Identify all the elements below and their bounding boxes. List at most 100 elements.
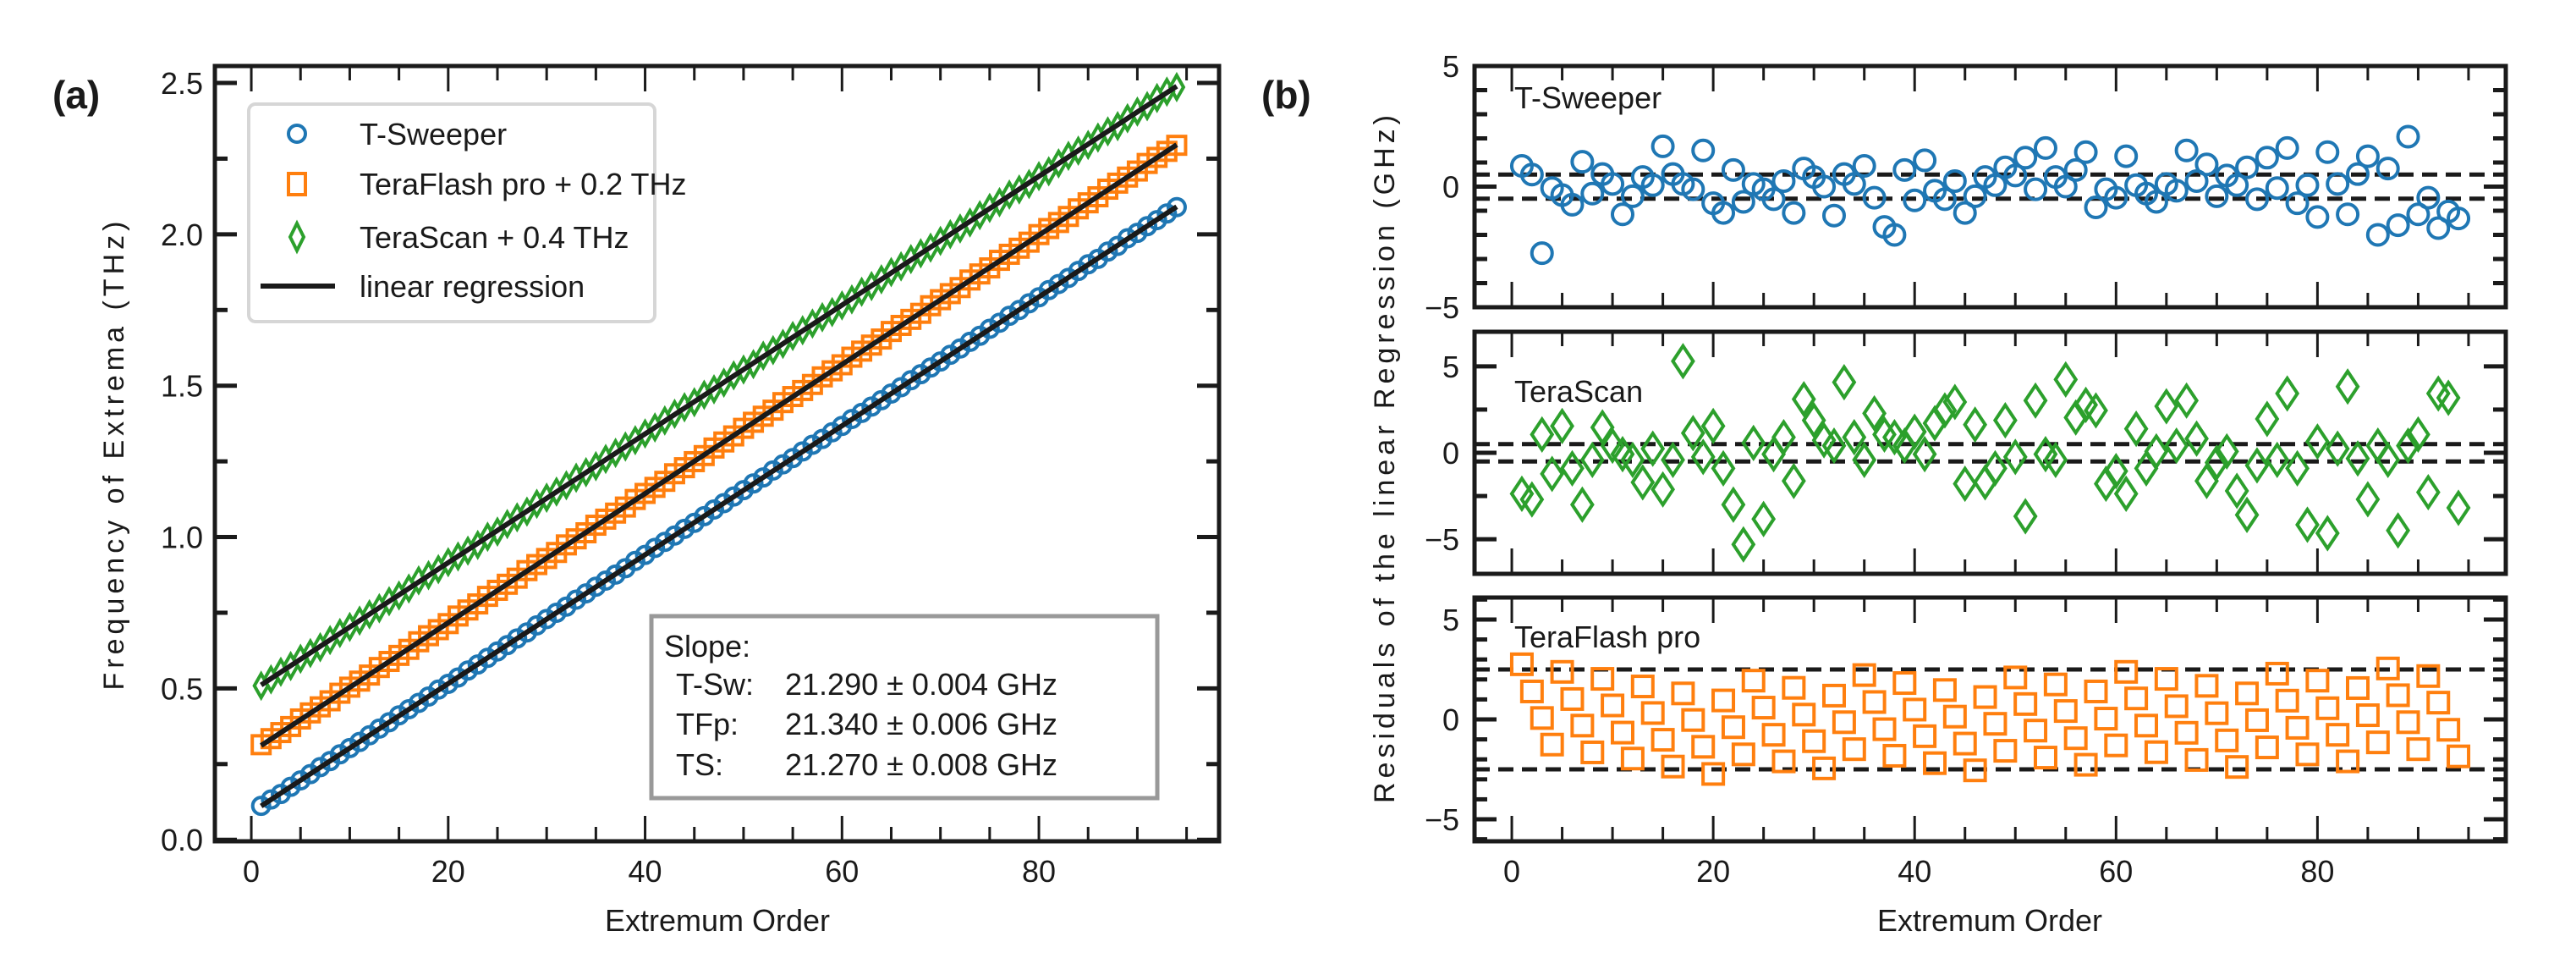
slope-row-label: T-Sw:: [676, 667, 754, 702]
x-tick-label: 60: [2099, 854, 2133, 889]
data-point: [1580, 181, 1605, 206]
data-point: [2386, 512, 2411, 549]
data-point: [1097, 241, 1118, 262]
data-point: [1892, 671, 1917, 696]
data-point: [2446, 489, 2471, 526]
data-point: [1731, 742, 1755, 767]
data-point: [2002, 438, 2028, 476]
data-point: [2013, 691, 2038, 716]
legend: T-Sweeper TeraFlash pro + 0.2 THz TeraSc…: [247, 102, 687, 323]
data-point: [1681, 708, 1705, 732]
data-point: [1882, 223, 1907, 247]
y-tick-label: 0.5: [161, 671, 203, 706]
residual-points: [1509, 124, 2471, 266]
data-point: [2103, 453, 2128, 490]
data-point: [1791, 381, 1816, 418]
data-point: [2225, 755, 2249, 779]
data-point: [2063, 157, 2088, 182]
slope-box-frame: [649, 614, 1160, 801]
y-tick-label: 0: [1442, 702, 1459, 737]
data-point: [2043, 441, 2068, 478]
data-point: [1711, 688, 1736, 713]
data-point: [1741, 669, 1766, 693]
data-point: [1590, 667, 1615, 691]
data-point: [2305, 205, 2330, 229]
slope-annotation: Slope: T-Sw: 21.290 ± 0.004 GHz TFp: 21.…: [649, 614, 1160, 801]
data-point: [1691, 735, 1716, 759]
data-point: [1852, 153, 1876, 178]
data-point: [1872, 717, 1897, 741]
data-point: [2234, 496, 2260, 533]
data-point: [2184, 747, 2209, 772]
data-point: [1550, 407, 1574, 444]
data-point: [2084, 679, 2108, 703]
data-point: [1882, 419, 1907, 456]
data-point: [1701, 762, 1726, 786]
data-point: [1953, 731, 1977, 756]
x-tick-label: 60: [825, 854, 859, 889]
x-tick-label: 80: [2300, 854, 2334, 889]
axes-frame: [1472, 63, 2508, 310]
data-point: [1903, 188, 1927, 212]
data-point: [1601, 693, 1625, 718]
data-point: [1640, 173, 1665, 197]
data-point: [1913, 724, 1937, 748]
data-point: [1721, 157, 1745, 182]
subplot-title-terascan: TeraScan: [1514, 374, 1643, 409]
data-point: [2205, 184, 2229, 208]
regression-line: [260, 204, 1178, 808]
data-point: [2094, 707, 2118, 731]
data-point: [1560, 449, 1585, 487]
data-point: [1761, 187, 1786, 212]
data-point: [2285, 449, 2310, 487]
data-point: [2305, 669, 2330, 693]
axes-frame: [1472, 595, 2508, 844]
data-point: [1711, 201, 1736, 225]
data-point: [2124, 686, 2149, 711]
data-point: [1078, 254, 1099, 275]
x-tick-label: 40: [629, 854, 662, 889]
data-point: [1832, 710, 1856, 735]
data-point: [2335, 368, 2360, 405]
data-point: [2326, 723, 2350, 747]
y-tick-label: 0: [1442, 436, 1459, 471]
data-point: [1620, 184, 1645, 208]
data-point: [2416, 664, 2441, 688]
y-tick-label: 5: [1442, 49, 1459, 84]
data-point: [1781, 462, 1806, 499]
x-tick-label: 20: [431, 854, 465, 889]
data-point: [2406, 416, 2430, 453]
panel-b-t-sweeper-axes: −5 0 5: [1425, 49, 2508, 325]
data-point: [2436, 379, 2461, 416]
data-point: [1902, 413, 1927, 450]
data-point: [1569, 486, 1595, 523]
data-point: [1661, 754, 1685, 779]
data-point: [2003, 163, 2028, 188]
y-tick-label: 5: [1442, 350, 1459, 384]
data-point: [2346, 675, 2370, 700]
data-point: [2355, 703, 2380, 728]
data-point: [2033, 746, 2057, 770]
data-point: [1812, 174, 1837, 199]
data-point: [1166, 135, 1188, 157]
subplot-title-teraflash: TeraFlash pro: [1514, 620, 1700, 654]
data-point: [2244, 187, 2269, 212]
data-point: [1721, 486, 1746, 523]
data-point: [1821, 203, 1846, 228]
data-point: [1640, 430, 1666, 467]
legend-label-t-sweeper: T-Sweeper: [360, 117, 507, 151]
axes-frame: [1472, 329, 2508, 576]
data-point: [1530, 241, 1554, 266]
residual-points: [1509, 652, 2471, 786]
data-point: [2426, 216, 2451, 240]
data-point: [2325, 430, 2350, 467]
data-point: [1721, 715, 1745, 740]
data-point: [1963, 184, 1987, 208]
data-point: [1983, 173, 2008, 197]
data-point: [2244, 447, 2270, 484]
data-point: [1942, 168, 1967, 193]
panel-a-axes: 0.0 0.5 1.0 1.5 2.0 2.5 0 20 40 60 80: [161, 63, 1222, 889]
data-point: [428, 679, 449, 700]
data-point: [2386, 683, 2410, 708]
